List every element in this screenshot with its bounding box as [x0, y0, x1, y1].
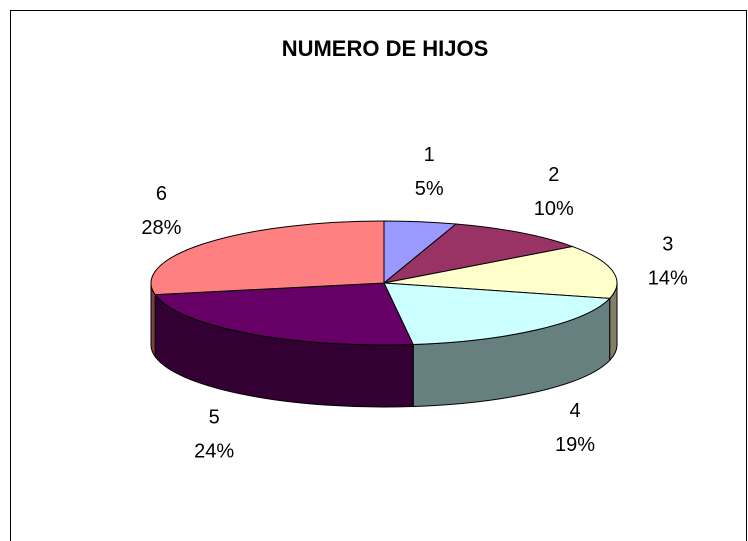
data-label: 19%	[555, 434, 595, 456]
slice	[383, 282, 611, 346]
data-label-category: 2	[548, 164, 559, 186]
data-label-category: 5	[209, 407, 220, 429]
data-label: 14%	[648, 267, 688, 289]
data-label-category: 4	[570, 400, 581, 422]
data-label: 28%	[141, 217, 181, 239]
data-label: 24%	[194, 441, 234, 463]
chart-title: NUMERO DE HIJOS	[282, 36, 489, 61]
data-label-category: 6	[156, 183, 167, 205]
data-label-category: 3	[662, 233, 673, 255]
slice	[383, 246, 618, 299]
slice	[154, 282, 414, 346]
data-label: 10%	[534, 198, 574, 220]
slice	[150, 220, 385, 296]
data-label: 5%	[415, 178, 444, 200]
data-label-category: 1	[424, 144, 435, 166]
slice	[383, 223, 575, 284]
